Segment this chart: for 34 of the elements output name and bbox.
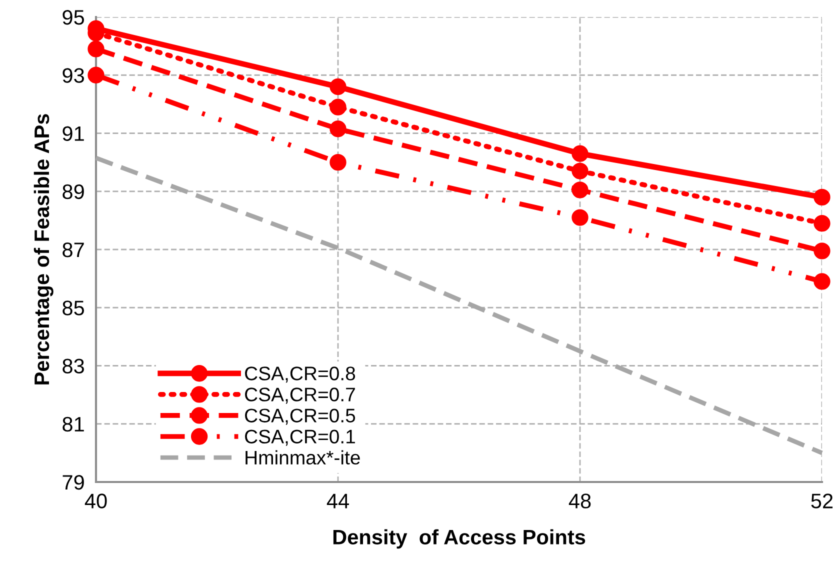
y-tick-label: 85	[62, 300, 84, 316]
point	[330, 98, 346, 116]
point	[814, 188, 830, 206]
legend-label: CSA,CR=0.7	[245, 388, 355, 404]
x-tick-label: 52	[811, 494, 833, 508]
point	[88, 40, 104, 58]
y-tick-label: 91	[62, 126, 84, 142]
y-axis-title: Percentage of Feasible APs	[34, 114, 54, 384]
point	[572, 162, 588, 180]
y-tick-label: 79	[62, 475, 84, 490]
y-tick-label: 83	[62, 358, 84, 374]
point	[330, 154, 346, 171]
y-tick-label: 87	[62, 242, 84, 258]
point	[814, 215, 830, 232]
point	[572, 145, 588, 162]
point	[330, 78, 346, 96]
point	[88, 66, 104, 84]
legend-label: CSA,CR=0.5	[245, 408, 356, 425]
point	[572, 209, 588, 226]
y-tick-label: 89	[62, 184, 84, 200]
legend-label: CSA,CR=0.8	[245, 366, 356, 383]
point	[330, 120, 346, 138]
legend-label: Hminmax*-ite	[246, 450, 360, 465]
x-tick-label: 44	[326, 494, 349, 508]
y-tick-label: 81	[62, 416, 84, 432]
x-axis-title: Density of Access Points	[333, 529, 586, 549]
legend-label: CSA,CR=0.1	[245, 430, 355, 446]
x-tick-label: 48	[568, 494, 591, 508]
x-tick-label: 40	[84, 494, 107, 508]
y-tick-label: 95	[62, 10, 84, 25]
point	[572, 182, 588, 198]
point	[814, 242, 830, 260]
point	[814, 273, 830, 290]
y-tick-label: 93	[62, 68, 84, 83]
